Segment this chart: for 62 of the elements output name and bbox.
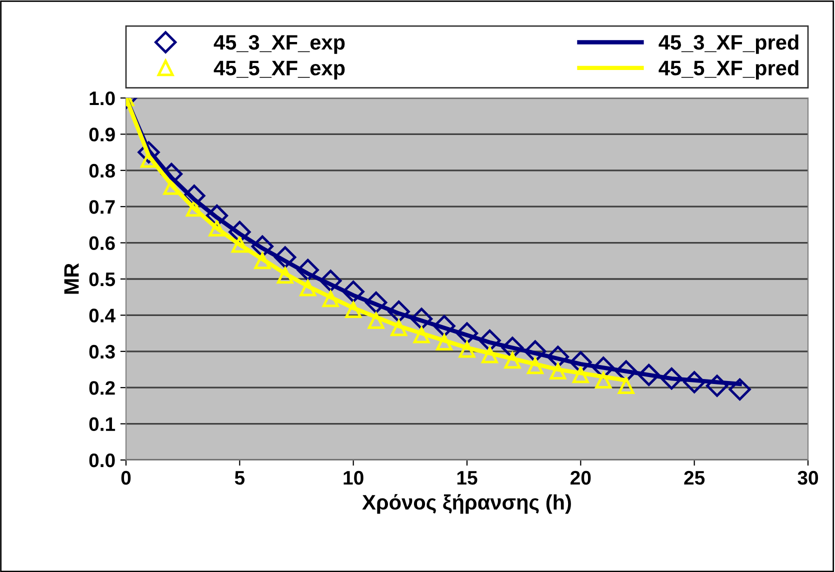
point: [345, 302, 362, 318]
x-axis-title: Χρόνος ξήρανσης (h): [362, 494, 571, 514]
point: [595, 372, 612, 389]
y-tick-label: 0.6: [89, 236, 115, 250]
point: [546, 346, 570, 368]
point: [482, 346, 498, 364]
legend-label: 45_5_XF_exp: [214, 60, 345, 80]
point: [251, 235, 274, 258]
point: [296, 258, 319, 282]
point: [231, 236, 248, 253]
point: [342, 280, 364, 303]
point: [433, 314, 456, 338]
x-tick-label: 5: [234, 471, 245, 485]
point: [683, 371, 706, 394]
point: [254, 252, 271, 270]
point: [550, 363, 566, 380]
x-tick-label: 10: [344, 470, 364, 485]
point: [456, 322, 478, 344]
point: [390, 320, 407, 336]
y-tick-label: 0.1: [89, 417, 116, 432]
legend-label: 45_5_XF_pred: [658, 60, 798, 80]
y-tick-label: 0.5: [89, 272, 116, 286]
point: [572, 366, 589, 384]
point: [320, 270, 342, 292]
y-tick-label: 0.2: [89, 381, 115, 395]
point: [618, 378, 634, 394]
point: [436, 334, 452, 351]
x-tick-label: 25: [684, 470, 705, 485]
point: [504, 352, 521, 369]
y-axis-title: MR: [64, 263, 79, 294]
y-tick-label: 0.3: [89, 344, 115, 359]
point: [322, 290, 339, 308]
x-tick-label: 0: [121, 470, 131, 485]
point: [186, 200, 202, 217]
y-tick-label: 1.0: [90, 91, 115, 106]
point: [276, 267, 294, 284]
y-tick-label: 0.0: [89, 453, 115, 468]
point: [410, 308, 433, 330]
x-tick-label: 15: [457, 471, 478, 485]
y-tick-label: 0.7: [89, 200, 115, 214]
point: [208, 220, 226, 237]
point: [274, 246, 296, 268]
point: [300, 280, 316, 296]
point: [527, 358, 544, 374]
point: [638, 364, 660, 386]
y-tick-label: 0.9: [89, 128, 115, 142]
point: [706, 374, 728, 397]
legend-label: 45_3_XF_exp: [214, 34, 345, 54]
y-tick-label: 0.8: [89, 164, 115, 178]
point: [388, 300, 410, 323]
point: [163, 178, 180, 195]
point: [228, 220, 251, 244]
x-tick-label: 20: [570, 470, 591, 485]
point: [364, 291, 388, 314]
point: [728, 378, 751, 400]
y-tick-label: 0.4: [89, 308, 116, 322]
point: [413, 326, 430, 344]
point: [660, 367, 683, 390]
point: [458, 341, 476, 358]
legend-label: 45_3_XF_pred: [658, 34, 798, 54]
point: [368, 312, 384, 329]
x-tick-label: 30: [798, 470, 818, 485]
